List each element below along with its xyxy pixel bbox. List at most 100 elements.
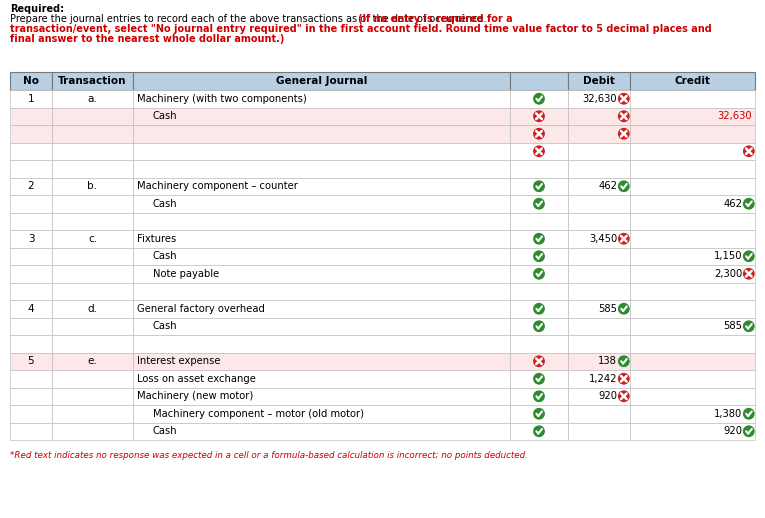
Bar bbox=[52, 90, 133, 108]
Text: b.: b. bbox=[87, 181, 97, 191]
Bar bbox=[52, 160, 133, 178]
Bar bbox=[568, 90, 630, 108]
Bar bbox=[10, 248, 52, 265]
Bar bbox=[630, 353, 755, 370]
Bar bbox=[568, 178, 630, 195]
Bar bbox=[133, 230, 510, 248]
Bar bbox=[568, 370, 630, 387]
Text: Note payable: Note payable bbox=[153, 269, 220, 279]
Bar bbox=[52, 353, 133, 370]
Bar bbox=[52, 248, 133, 265]
Bar bbox=[133, 195, 510, 212]
Bar bbox=[52, 178, 133, 195]
Bar bbox=[568, 335, 630, 353]
Text: d.: d. bbox=[87, 304, 97, 314]
Circle shape bbox=[619, 234, 629, 244]
Bar bbox=[568, 212, 630, 230]
Bar bbox=[630, 387, 755, 405]
Bar bbox=[133, 423, 510, 440]
Bar bbox=[630, 125, 755, 142]
Bar bbox=[52, 318, 133, 335]
Bar bbox=[10, 160, 52, 178]
Circle shape bbox=[619, 94, 629, 104]
Text: Fixtures: Fixtures bbox=[137, 234, 176, 244]
Text: Loss on asset exchange: Loss on asset exchange bbox=[137, 374, 256, 384]
Text: Cash: Cash bbox=[153, 426, 177, 436]
Bar bbox=[52, 265, 133, 282]
Circle shape bbox=[619, 356, 629, 366]
Bar bbox=[52, 282, 133, 300]
Bar bbox=[133, 142, 510, 160]
Text: 462: 462 bbox=[723, 199, 742, 209]
Bar bbox=[133, 72, 510, 90]
Text: 1: 1 bbox=[28, 94, 34, 104]
Bar bbox=[10, 230, 52, 248]
Text: c.: c. bbox=[88, 234, 97, 244]
Circle shape bbox=[744, 321, 754, 332]
Text: 1,242: 1,242 bbox=[588, 374, 617, 384]
Bar bbox=[133, 212, 510, 230]
Circle shape bbox=[534, 356, 544, 366]
Circle shape bbox=[619, 304, 629, 314]
Bar bbox=[630, 300, 755, 318]
Text: Machinery (with two components): Machinery (with two components) bbox=[137, 94, 307, 104]
Bar bbox=[52, 108, 133, 125]
Text: Required:: Required: bbox=[10, 4, 64, 14]
Bar bbox=[133, 248, 510, 265]
Bar bbox=[630, 265, 755, 282]
Text: 920: 920 bbox=[598, 391, 617, 401]
Circle shape bbox=[534, 251, 544, 262]
Circle shape bbox=[534, 94, 544, 104]
Text: 4: 4 bbox=[28, 304, 34, 314]
Text: Debit: Debit bbox=[583, 76, 615, 86]
Circle shape bbox=[744, 426, 754, 437]
Bar bbox=[568, 353, 630, 370]
Bar bbox=[52, 72, 133, 90]
Bar bbox=[10, 353, 52, 370]
Circle shape bbox=[619, 128, 629, 139]
Bar bbox=[630, 370, 755, 387]
Bar bbox=[568, 318, 630, 335]
Bar bbox=[568, 230, 630, 248]
Circle shape bbox=[534, 181, 544, 192]
Text: Credit: Credit bbox=[675, 76, 711, 86]
Bar bbox=[630, 335, 755, 353]
Bar bbox=[52, 230, 133, 248]
Bar bbox=[630, 212, 755, 230]
Bar bbox=[630, 423, 755, 440]
Circle shape bbox=[534, 409, 544, 419]
Bar bbox=[630, 72, 755, 90]
Bar bbox=[568, 387, 630, 405]
Bar bbox=[10, 318, 52, 335]
Bar bbox=[630, 108, 755, 125]
Text: Cash: Cash bbox=[153, 199, 177, 209]
Circle shape bbox=[534, 111, 544, 121]
Bar bbox=[510, 178, 568, 195]
Bar bbox=[568, 265, 630, 282]
Circle shape bbox=[534, 146, 544, 156]
Text: 585: 585 bbox=[598, 304, 617, 314]
Bar bbox=[510, 230, 568, 248]
Bar bbox=[10, 300, 52, 318]
Bar bbox=[52, 300, 133, 318]
Bar bbox=[10, 387, 52, 405]
Text: 32,630: 32,630 bbox=[582, 94, 617, 104]
Bar bbox=[568, 160, 630, 178]
Text: Cash: Cash bbox=[153, 251, 177, 261]
Text: 3,450: 3,450 bbox=[589, 234, 617, 244]
Bar bbox=[133, 300, 510, 318]
Text: 138: 138 bbox=[598, 356, 617, 366]
Bar bbox=[510, 265, 568, 282]
Circle shape bbox=[534, 128, 544, 139]
Text: General factory overhead: General factory overhead bbox=[137, 304, 265, 314]
Text: 2,300: 2,300 bbox=[714, 269, 742, 279]
Text: a.: a. bbox=[88, 94, 97, 104]
Text: *Red text indicates no response was expected in a cell or a formula-based calcul: *Red text indicates no response was expe… bbox=[10, 451, 528, 459]
Bar bbox=[10, 212, 52, 230]
Bar bbox=[10, 142, 52, 160]
Bar bbox=[52, 195, 133, 212]
Circle shape bbox=[534, 268, 544, 279]
Circle shape bbox=[744, 251, 754, 262]
Text: 2: 2 bbox=[28, 181, 34, 191]
Bar bbox=[52, 335, 133, 353]
